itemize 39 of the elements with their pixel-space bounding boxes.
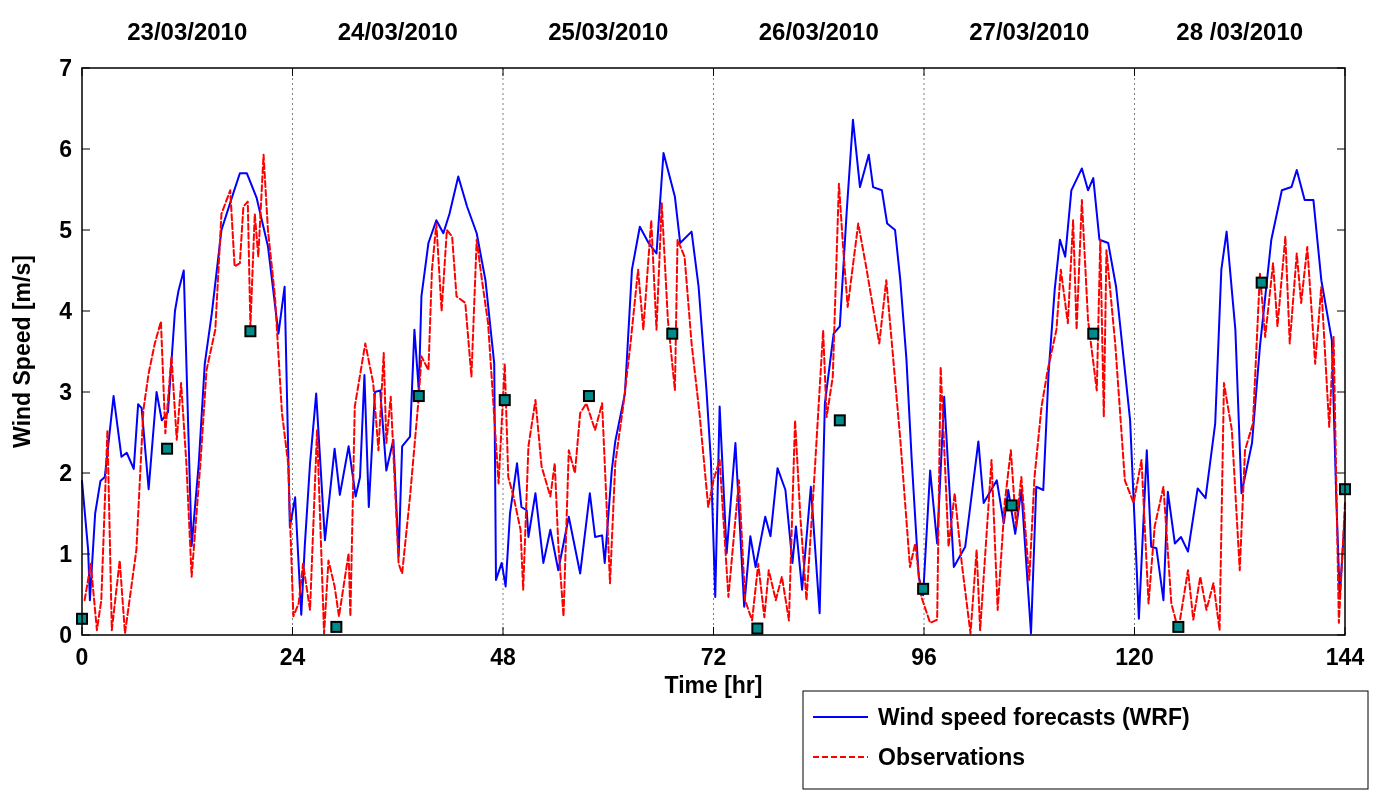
x-tick-label: 120 [1115, 644, 1154, 670]
legend-label: Wind speed forecasts (WRF) [878, 704, 1190, 730]
y-tick-label: 6 [59, 136, 72, 162]
point [330, 620, 343, 633]
y-tick-label: 5 [59, 217, 73, 243]
text: 25/03/2010 [548, 18, 669, 45]
x-tick-label: 96 [911, 644, 937, 670]
point [244, 325, 257, 338]
x-tick-label: 0 [75, 644, 89, 670]
y-tick-label: 4 [59, 298, 73, 324]
legend-label: Observations [878, 744, 1025, 770]
text: 24/03/2010 [337, 18, 458, 45]
text: 27/03/2010 [969, 18, 1090, 45]
point [582, 390, 595, 403]
point [1255, 276, 1268, 289]
x-tick-label: 24 [279, 644, 306, 670]
point [917, 582, 930, 595]
x-tick-label: 48 [490, 644, 516, 670]
point [751, 622, 764, 635]
y-tick-label: 2 [59, 460, 72, 486]
point [1005, 499, 1018, 512]
point [412, 390, 425, 403]
point [666, 327, 679, 340]
point [1087, 327, 1100, 340]
x-tick-label: 72 [700, 644, 727, 670]
text: 23/03/2010 [127, 18, 248, 45]
y-tick-label: 0 [59, 622, 72, 648]
text: 28 /03/2010 [1176, 18, 1304, 45]
x-axis-title: Time [hr] [664, 672, 763, 698]
point [1172, 620, 1185, 633]
y-tick-label: 1 [59, 541, 73, 567]
point [161, 442, 174, 455]
y-axis-title: Wind Speed [m/s] [9, 255, 35, 448]
y-tick-label: 3 [59, 379, 72, 405]
text: 26/03/2010 [758, 18, 879, 45]
point [498, 394, 511, 407]
point [833, 414, 846, 427]
y-tick-label: 7 [59, 55, 72, 81]
x-tick-label: 144 [1325, 644, 1365, 670]
